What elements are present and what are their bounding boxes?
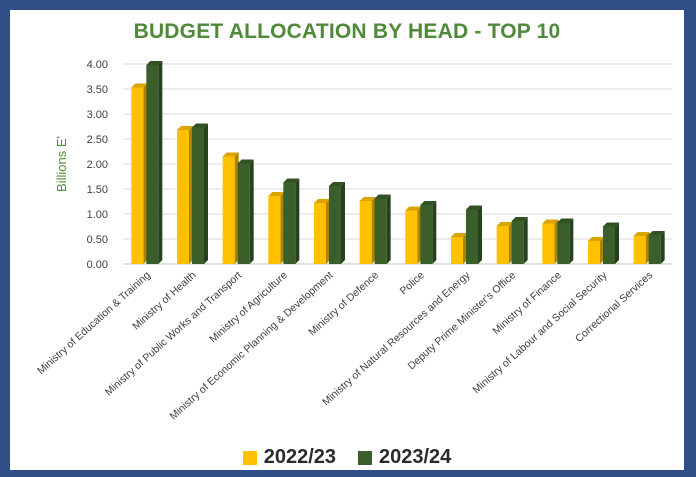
bar-side-2023-24 [295, 178, 300, 264]
bar-top-2022-23 [451, 233, 467, 237]
bar-side-2023-24 [432, 201, 437, 264]
bar-side-2023-24 [660, 231, 665, 264]
bar-top-2023-24 [146, 61, 163, 65]
legend-item-2023-24: 2023/24 [358, 446, 451, 469]
bar-top-2022-23 [131, 83, 148, 88]
bar-side-2022-23 [508, 222, 513, 264]
bar-top-2022-23 [405, 206, 422, 211]
y-tick-label: 0.50 [87, 234, 108, 246]
bar-2023-24 [146, 65, 159, 264]
x-category-label: Ministry of Economic Planning & Developm… [167, 269, 335, 422]
y-tick-label: 3.00 [87, 109, 108, 121]
legend-label-2023-24: 2023/24 [379, 446, 452, 468]
bar-side-2023-24 [615, 222, 619, 264]
bar-2023-24 [420, 205, 433, 264]
bar-2022-23 [405, 210, 418, 264]
bar-side-2023-24 [569, 218, 574, 264]
bar-top-2023-24 [192, 123, 208, 128]
bar-2022-23 [131, 87, 144, 264]
bar-side-2023-24 [204, 123, 208, 264]
bar-2022-23 [588, 241, 600, 264]
bar-top-2023-24 [329, 182, 345, 186]
bar-top-2023-24 [511, 217, 528, 221]
bar-top-2022-23 [268, 192, 285, 196]
bar-top-2022-23 [633, 232, 650, 236]
bar-chart: 0.00 0.50 1.00 1.50 2.00 2.50 3.00 3.50 4.00 Bill… [35, 59, 672, 422]
bar-2023-24 [283, 182, 296, 264]
bar-2022-23 [451, 237, 463, 264]
y-axis-label: Billions E' [54, 136, 69, 192]
bar-top-2023-24 [420, 201, 437, 205]
legend-swatch-2022-23 [242, 450, 257, 465]
bar-2023-24 [511, 221, 524, 264]
y-tick-label: 3.50 [87, 84, 108, 96]
bar-2022-23 [268, 196, 281, 264]
chart-legend: 2022/23 2023/24 [10, 446, 684, 469]
bar-2023-24 [374, 198, 387, 264]
bar-2022-23 [542, 223, 555, 264]
bar-top-2022-23 [496, 222, 513, 226]
legend-label-2022-23: 2022/23 [263, 446, 336, 468]
bar-side-2023-24 [386, 194, 391, 264]
bar-side-2023-24 [523, 217, 528, 264]
legend-item-2022-23: 2022/23 [242, 446, 336, 469]
bar-2022-23 [222, 156, 235, 264]
y-tick-label: 0.00 [87, 259, 108, 271]
bar-2023-24 [603, 226, 615, 264]
x-category-label: Police [398, 269, 427, 297]
bar-2022-23 [633, 236, 646, 264]
chart-panel: BUDGET ALLOCATION BY HEAD - TOP 10 0.00 0… [10, 10, 684, 470]
bar-side-2023-24 [158, 61, 163, 264]
bar-top-2023-24 [237, 159, 254, 164]
bar-2022-23 [314, 203, 326, 264]
bar-top-2022-23 [359, 197, 376, 201]
legend-swatch-2023-24 [358, 450, 372, 465]
y-tick-label: 1.00 [87, 209, 108, 221]
bar-top-2022-23 [542, 219, 559, 224]
bar-top-2023-24 [648, 231, 665, 235]
bar-top-2023-24 [557, 218, 574, 223]
bar-top-2022-23 [177, 126, 193, 130]
bar-top-2022-23 [222, 152, 239, 157]
bar-top-2023-24 [603, 222, 619, 227]
bar-2022-23 [177, 130, 189, 264]
bar-side-2023-24 [249, 159, 254, 264]
bar-2023-24 [466, 209, 478, 264]
y-tick-label: 2.50 [87, 134, 108, 146]
bar-top-2022-23 [314, 199, 330, 203]
x-category-label: Ministry of Agriculture [207, 269, 290, 345]
bar-2023-24 [329, 186, 341, 264]
bar-2023-24 [192, 127, 204, 264]
bar-2023-24 [237, 163, 250, 264]
bar-2022-23 [359, 201, 372, 264]
bar-2022-23 [496, 226, 509, 264]
bar-top-2023-24 [374, 194, 391, 199]
y-tick-label: 1.50 [87, 184, 108, 196]
x-category-label: Correctional Services [573, 269, 655, 345]
bar-2023-24 [557, 222, 570, 264]
bar-side-2023-24 [341, 182, 345, 264]
bar-top-2023-24 [466, 205, 482, 210]
bar-top-2022-23 [588, 237, 604, 241]
y-tick-label: 2.00 [87, 159, 108, 171]
y-tick-label: 4.00 [87, 59, 108, 71]
chart-title: BUDGET ALLOCATION BY HEAD - TOP 10 [133, 20, 561, 43]
bar-2023-24 [648, 235, 661, 264]
bar-top-2023-24 [283, 178, 300, 183]
bar-side-2023-24 [478, 205, 482, 264]
